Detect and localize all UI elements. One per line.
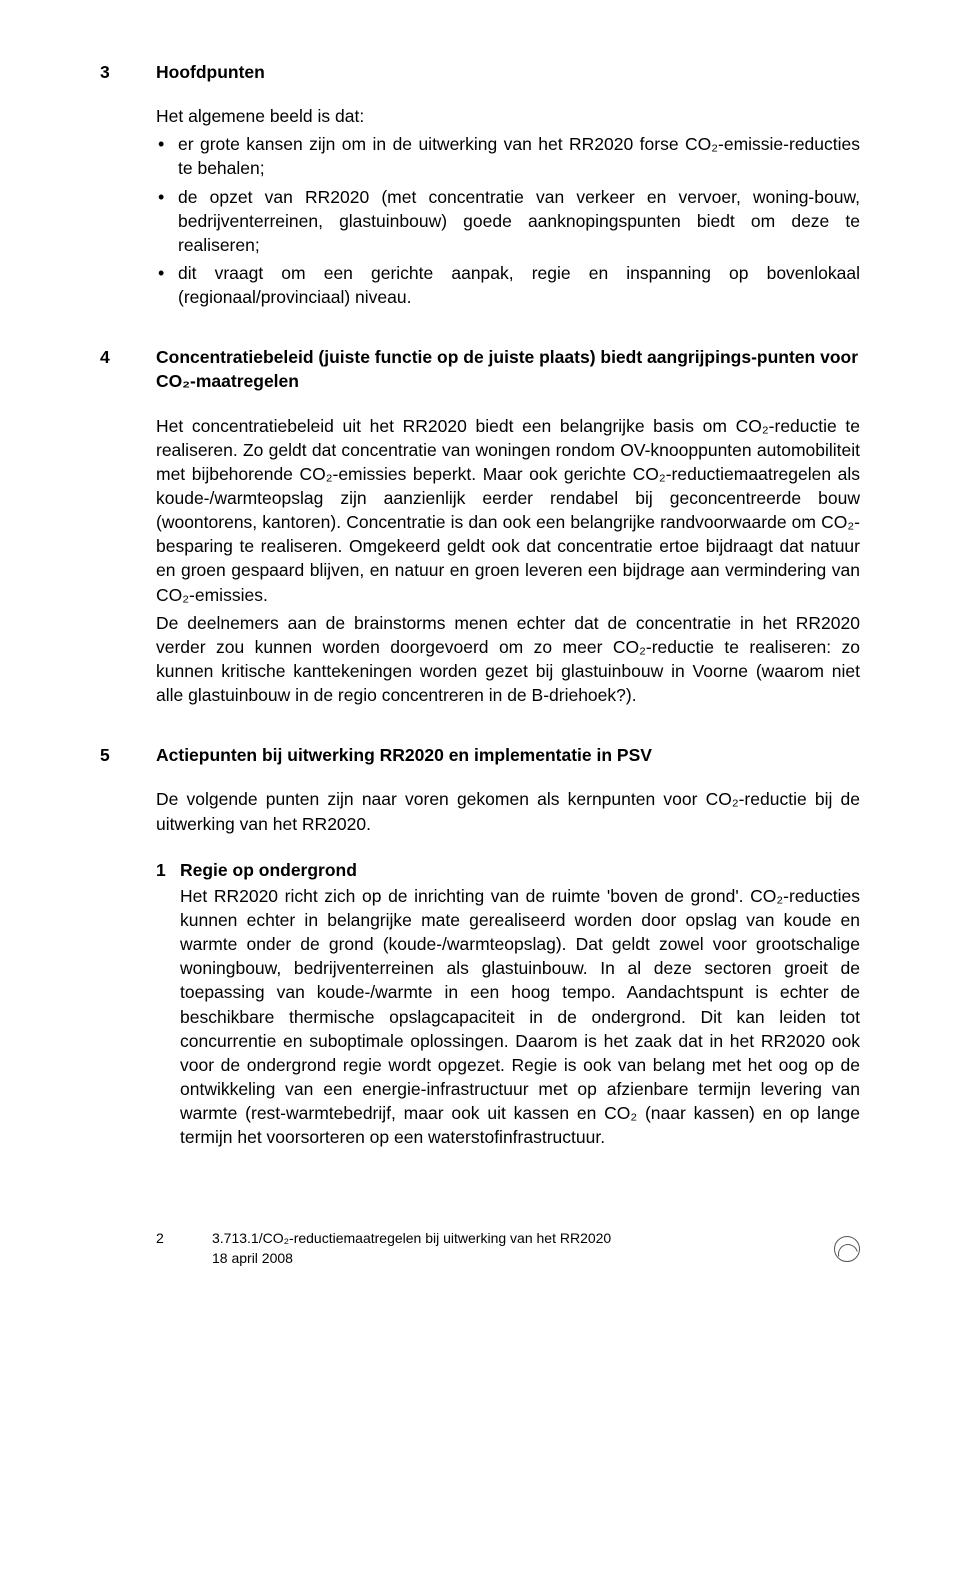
- section-4-para-2: De deelnemers aan de brainstorms menen e…: [156, 611, 860, 708]
- footer-line-1: 3.713.1/CO₂-reductiemaatregelen bij uitw…: [212, 1230, 611, 1246]
- section-5-intro: De volgende punten zijn naar voren gekom…: [156, 787, 860, 835]
- section-3: 3 Hoofdpunten Het algemene beeld is dat:…: [100, 60, 860, 309]
- section-number: 5: [100, 743, 156, 767]
- section-5-sub-para: Het RR2020 richt zich op de inrichting v…: [156, 884, 860, 1150]
- section-title: Actiepunten bij uitwerking RR2020 en imp…: [156, 743, 860, 767]
- section-number: 4: [100, 345, 156, 369]
- page-footer: 2 3.713.1/CO₂-reductiemaatregelen bij ui…: [156, 1229, 860, 1268]
- bullet-item: er grote kansen zijn om in de uitwerking…: [156, 132, 860, 180]
- footer-logo-icon: [834, 1236, 860, 1262]
- footer-page-number: 2: [156, 1229, 212, 1248]
- section-title: Concentratiebeleid (juiste functie op de…: [156, 345, 860, 393]
- section-4-para-1: Het concentratiebeleid uit het RR2020 bi…: [156, 414, 860, 607]
- footer-text: 3.713.1/CO₂-reductiemaatregelen bij uitw…: [212, 1229, 611, 1268]
- section-3-body: Het algemene beeld is dat: er grote kans…: [156, 104, 860, 309]
- section-4-body: Het concentratiebeleid uit het RR2020 bi…: [156, 414, 860, 708]
- section-number: 3: [100, 60, 156, 84]
- section-3-heading: 3 Hoofdpunten: [100, 60, 860, 84]
- section-5-body: De volgende punten zijn naar voren gekom…: [156, 787, 860, 1149]
- section-5-subheading: 1Regie op ondergrond: [156, 858, 860, 882]
- section-3-bullets: er grote kansen zijn om in de uitwerking…: [156, 132, 860, 309]
- section-4: 4 Concentratiebeleid (juiste functie op …: [100, 345, 860, 707]
- bullet-item: dit vraagt om een gerichte aanpak, regie…: [156, 261, 860, 309]
- section-title: Hoofdpunten: [156, 60, 860, 84]
- sub-title: Regie op ondergrond: [180, 860, 357, 880]
- section-4-heading: 4 Concentratiebeleid (juiste functie op …: [100, 345, 860, 393]
- footer-line-2: 18 april 2008: [212, 1249, 611, 1268]
- sub-number: 1: [156, 858, 180, 882]
- section-5: 5 Actiepunten bij uitwerking RR2020 en i…: [100, 743, 860, 1149]
- footer-left: 2 3.713.1/CO₂-reductiemaatregelen bij ui…: [156, 1229, 611, 1268]
- bullet-item: de opzet van RR2020 (met concentratie va…: [156, 185, 860, 257]
- section-3-intro: Het algemene beeld is dat:: [156, 104, 860, 128]
- section-5-heading: 5 Actiepunten bij uitwerking RR2020 en i…: [100, 743, 860, 767]
